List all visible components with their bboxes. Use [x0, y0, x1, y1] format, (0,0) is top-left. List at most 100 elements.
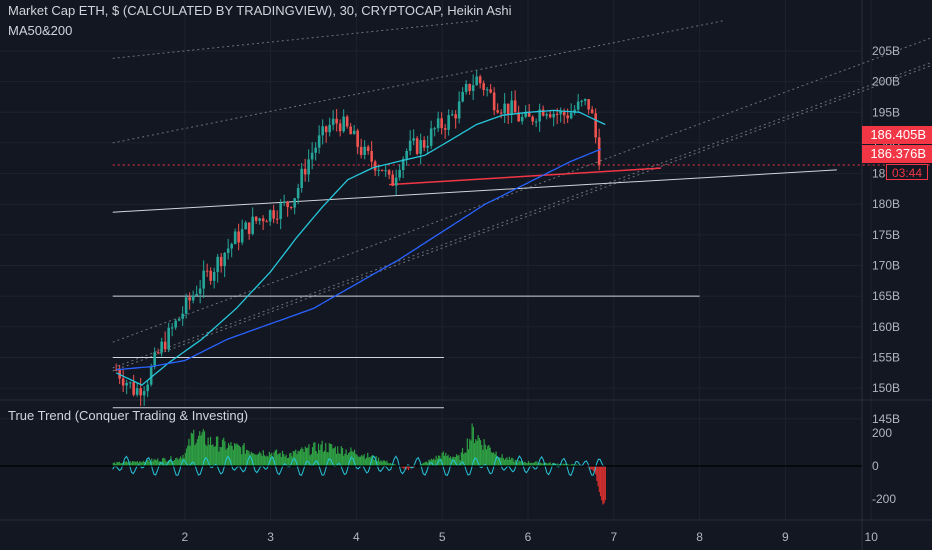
histogram-bar [283, 454, 285, 466]
x-tick-label: 2 [181, 530, 188, 544]
histogram-bar [310, 453, 312, 466]
histogram-bar [512, 458, 514, 466]
oscillator-title[interactable]: True Trend (Conquer Trading & Investing) [8, 408, 249, 423]
histogram-bar [377, 457, 380, 466]
candle-body [513, 100, 517, 113]
histogram-bar [459, 460, 461, 466]
candle-body [450, 114, 454, 116]
candle-body [170, 327, 174, 329]
histogram-bar [539, 462, 542, 466]
candle-body [114, 369, 118, 371]
histogram-bar [485, 449, 488, 466]
histogram-bar [314, 442, 316, 466]
histogram-bar [575, 464, 578, 466]
candle-body [552, 113, 555, 118]
histogram-bar [320, 444, 322, 466]
histogram-bar [557, 464, 560, 466]
candle-body [149, 366, 153, 385]
histogram-bar [593, 466, 596, 472]
channel-line [112, 61, 932, 369]
candle-body [419, 140, 422, 154]
histogram-bar [599, 466, 602, 497]
histogram-bar [230, 442, 232, 466]
histogram-bar [596, 466, 598, 481]
candles [114, 70, 601, 407]
histogram-bar [479, 440, 482, 466]
histogram-bar [311, 447, 314, 466]
histogram-bar [365, 457, 368, 466]
candle-body [230, 244, 233, 249]
histogram-bar [446, 456, 448, 466]
histogram-bar [209, 436, 212, 466]
candle-body [300, 168, 303, 188]
histogram-bar [304, 446, 306, 466]
histogram-bar [542, 463, 544, 466]
candle-body [464, 83, 468, 92]
grid-lines [0, 0, 872, 520]
histogram-bar [344, 453, 346, 466]
histogram-bar [149, 461, 152, 466]
histogram-bar [254, 454, 256, 466]
candle-body [401, 158, 405, 171]
candle-body [415, 138, 419, 154]
histogram-bar [409, 466, 411, 468]
candle-body [457, 101, 461, 119]
histogram-bar [452, 456, 454, 466]
histogram-bar [287, 457, 290, 466]
histogram-bar [296, 454, 298, 466]
histogram-bar [434, 460, 436, 466]
histogram-bar [503, 459, 506, 466]
histogram-bar [544, 462, 546, 466]
candle-body [461, 91, 464, 102]
histogram-bar [231, 445, 233, 466]
candle-body [527, 111, 531, 117]
histogram-bar [536, 461, 538, 466]
histogram-bar [317, 443, 320, 466]
candle-body [391, 174, 394, 186]
candle-body [328, 124, 331, 133]
candle-body [244, 222, 247, 230]
histogram-bar [463, 453, 465, 466]
candle-body [352, 130, 356, 135]
candle-body [387, 170, 391, 175]
candle-body [240, 229, 244, 243]
histogram-bar [388, 463, 390, 466]
histogram-bar [200, 435, 202, 466]
candle-body [272, 210, 275, 219]
histogram-bar [478, 437, 480, 466]
histogram-bar [281, 450, 284, 466]
y-tick-label: 170B [872, 259, 900, 273]
histogram-bar [323, 450, 326, 466]
histogram-bar [295, 449, 297, 466]
indicator-label[interactable]: MA50&200 [8, 23, 73, 38]
histogram-bar [440, 458, 442, 466]
histogram-bar [325, 442, 327, 466]
histogram-bar [519, 461, 521, 466]
histogram-bar [113, 462, 116, 466]
candle-body [573, 109, 576, 113]
histogram-bar [604, 466, 606, 501]
histogram-bar [201, 432, 203, 466]
histogram-bar [301, 447, 303, 466]
histogram-bar [358, 456, 360, 466]
histogram-bar [265, 456, 267, 466]
candle-body [398, 170, 401, 178]
candle-body [447, 115, 450, 130]
histogram-bar [145, 462, 147, 466]
histogram-bar [556, 463, 558, 466]
candle-body [562, 111, 566, 116]
histogram-bar [292, 451, 294, 466]
y-tick-label: 155B [872, 350, 900, 364]
histogram-bar [195, 442, 197, 466]
histogram-bar [387, 463, 389, 466]
histogram-bar [505, 458, 507, 466]
histogram-bar [239, 447, 242, 466]
histogram-bar [472, 426, 474, 466]
histogram-bar [507, 460, 509, 466]
histogram-bar [212, 444, 214, 466]
histogram-bar [533, 462, 536, 466]
osc-tick-label: 0 [872, 459, 879, 473]
candle-body [569, 112, 573, 119]
